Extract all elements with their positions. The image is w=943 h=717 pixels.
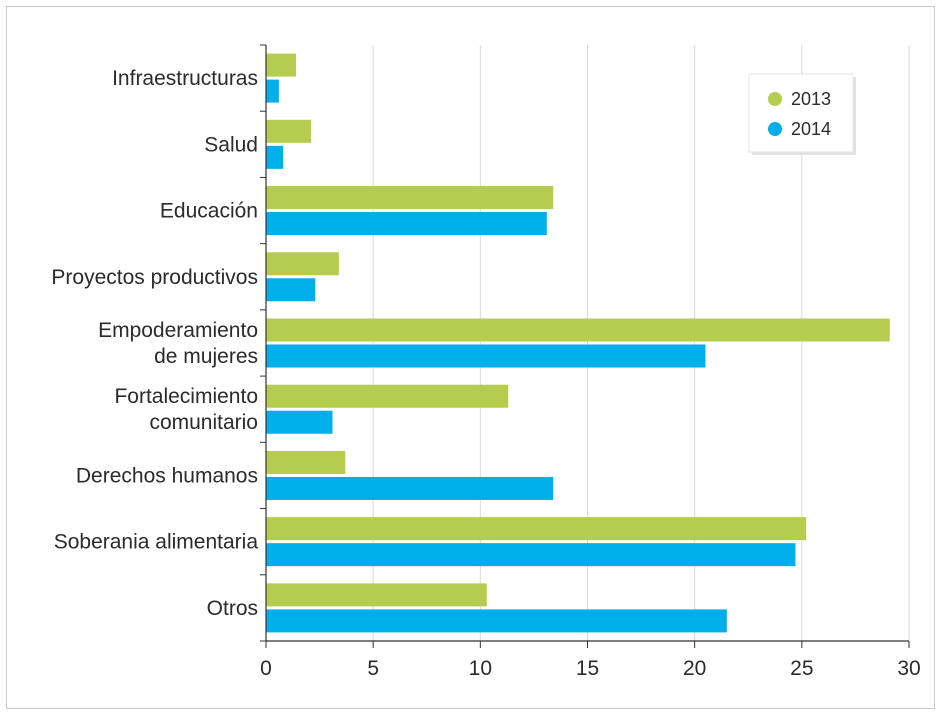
bar-2013: [266, 385, 508, 408]
bar-2014: [266, 477, 553, 500]
bar-2014: [266, 411, 332, 434]
x-tick-label: 20: [683, 657, 706, 680]
x-tick-label: 15: [576, 657, 599, 680]
legend: 2013 2014: [749, 74, 856, 155]
legend-marker-2014: [768, 122, 782, 136]
bar-2013: [266, 120, 311, 143]
bar-2013: [266, 54, 296, 77]
bar-2013: [266, 451, 345, 474]
category-label: Proyectos productivos: [51, 266, 258, 289]
x-tick-labels: 0 5 10 15 20 25 30: [260, 657, 921, 680]
category-label: Salud: [204, 133, 258, 156]
bar-2013: [266, 252, 339, 275]
bar-2013: [266, 186, 553, 209]
x-tick-label: 5: [367, 657, 379, 680]
bar-2014: [266, 543, 795, 566]
x-tick-label: 10: [469, 657, 492, 680]
bar-2013: [266, 583, 487, 606]
category-label: Otros: [207, 597, 258, 620]
bar-2014: [266, 345, 705, 368]
legend-label: 2013: [791, 89, 831, 109]
legend-marker-2013: [768, 92, 782, 106]
bar-2014: [266, 146, 283, 169]
category-labels: Infraestructuras Salud Educación Proyectos …: [51, 67, 258, 620]
bar-2014: [266, 212, 547, 235]
category-label: Soberania alimentaria: [54, 531, 259, 554]
bar-2014: [266, 609, 727, 632]
category-label: Educación: [160, 200, 258, 223]
bar-2013: [266, 319, 890, 342]
legend-box: [749, 74, 853, 152]
x-tick-label: 30: [897, 657, 920, 680]
x-tick-label: 0: [260, 657, 272, 680]
legend-label: 2014: [791, 119, 831, 139]
category-label: Empoderamiento de mujeres: [98, 319, 258, 368]
bar-2014: [266, 278, 315, 301]
category-label: Infraestructuras: [112, 67, 258, 90]
category-label: Derechos humanos: [76, 464, 258, 487]
x-tick-label: 25: [790, 657, 813, 680]
bar-2013: [266, 517, 806, 540]
bar-2014: [266, 80, 279, 103]
category-label: Fortalecimiento comunitario: [114, 385, 258, 434]
